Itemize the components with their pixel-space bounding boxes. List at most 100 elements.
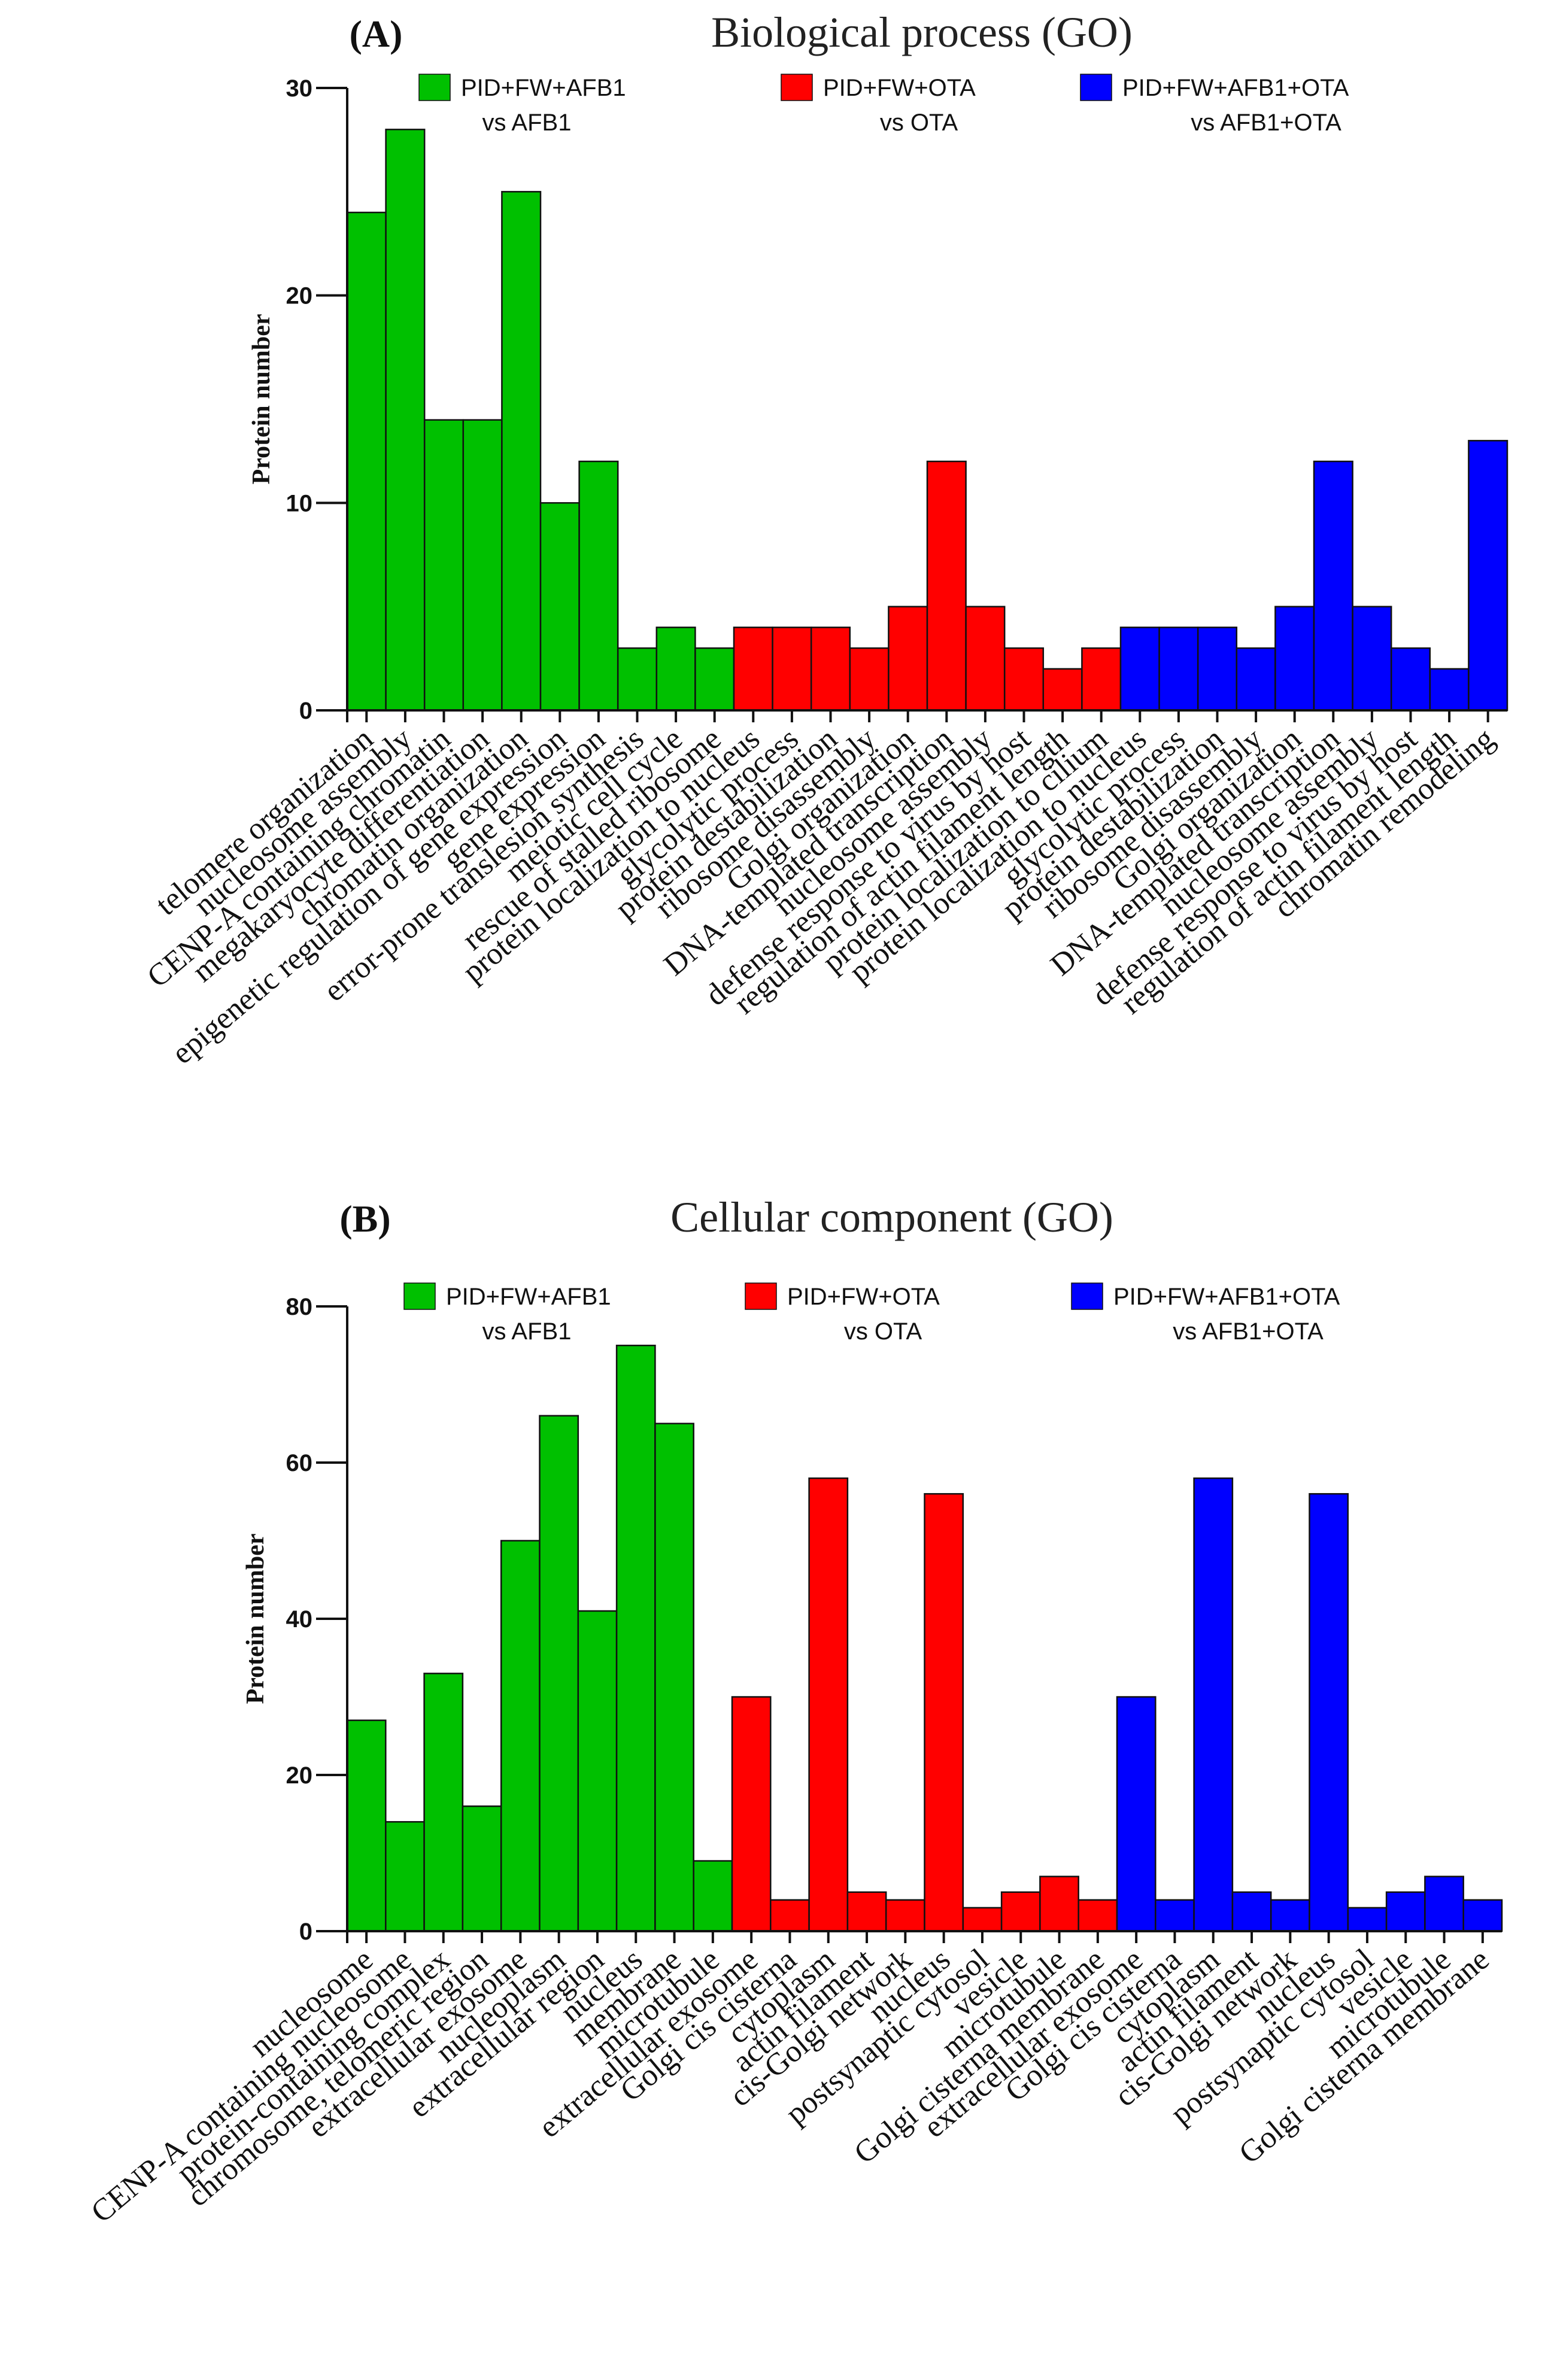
legend: PID+FW+AFB1 vs AFB1 PID+FW+OTA vs OTA PID+FW… [418, 74, 1349, 136]
legend-swatch [781, 74, 813, 101]
bar [1119, 627, 1160, 712]
bar [423, 1673, 464, 1932]
bar [385, 129, 426, 712]
y-tick-label: 10 [286, 490, 313, 516]
bar [539, 502, 580, 712]
bar [617, 647, 658, 712]
bar [1390, 647, 1431, 712]
legend-swatch [418, 74, 451, 101]
bar [1155, 1899, 1195, 1932]
bar [1158, 627, 1199, 712]
bar [808, 1477, 849, 1932]
bar [1274, 606, 1315, 712]
bar [423, 419, 465, 712]
legend-sublabel: vs AFB1 [482, 110, 572, 136]
chart-panel-b: (B) Cellular component (GO) Protein number… [85, 1193, 1503, 2230]
bar [462, 1805, 502, 1932]
bar [1193, 1477, 1234, 1932]
legend-sublabel: vs OTA [880, 110, 958, 136]
bar [1347, 1907, 1388, 1932]
bars [346, 129, 1508, 712]
legend-label: PID+FW+AFB1+OTA [1122, 75, 1349, 101]
bar [578, 460, 619, 712]
legend-label: PID+FW+AFB1 [461, 75, 626, 101]
chart-title: Biological process (GO) [711, 8, 1133, 56]
bar [1309, 1493, 1349, 1932]
bar [1270, 1899, 1310, 1932]
panel-label: (A) [350, 13, 403, 55]
bar [849, 647, 890, 712]
legend-swatch [1071, 1282, 1103, 1310]
y-tick-label: 60 [286, 1450, 313, 1476]
bar [346, 1719, 387, 1932]
bars [346, 1345, 1503, 1932]
y-tick-label: 20 [286, 1762, 313, 1789]
bar [1352, 606, 1392, 712]
legend-label: PID+FW+AFB1 [446, 1284, 611, 1310]
panel-label: (B) [339, 1197, 390, 1240]
bar [1077, 1899, 1118, 1932]
legend-label: PID+FW+OTA [823, 75, 976, 101]
legend: PID+FW+AFB1 vs AFB1 PID+FW+OTA vs OTA PID+FW… [403, 1282, 1340, 1345]
bar [1039, 1876, 1079, 1932]
bar [924, 1493, 964, 1932]
chart-title: Cellular component (GO) [670, 1193, 1113, 1241]
bar [1385, 1891, 1426, 1932]
bar [846, 1891, 887, 1932]
y-tick-label: 30 [286, 75, 313, 102]
bar [1313, 460, 1353, 712]
bar [694, 647, 735, 712]
bar [577, 1610, 618, 1932]
bar [770, 1899, 810, 1932]
bar [962, 1907, 1003, 1932]
bar [501, 191, 542, 712]
legend-swatch [403, 1282, 436, 1310]
bar [500, 1540, 541, 1932]
legend-swatch [1080, 74, 1112, 101]
bar [693, 1860, 733, 1932]
bar [926, 460, 967, 712]
legend-sublabel: vs AFB1+OTA [1191, 110, 1341, 136]
bar [1197, 627, 1238, 712]
legend-label: PID+FW+AFB1+OTA [1113, 1284, 1340, 1310]
bar [733, 627, 773, 712]
bar [885, 1899, 925, 1932]
bar [1003, 647, 1045, 712]
bar [1081, 647, 1122, 712]
bar [772, 627, 812, 712]
y-axis-label: Protein number [248, 314, 275, 484]
legend-sublabel: vs OTA [844, 1318, 922, 1345]
bar [654, 1422, 694, 1932]
legend-swatch [745, 1282, 777, 1310]
bar [385, 1821, 425, 1932]
bar [965, 606, 1006, 712]
legend-label: PID+FW+OTA [787, 1284, 940, 1310]
bar [1462, 1899, 1503, 1932]
bar [1236, 647, 1276, 712]
bar [1116, 1696, 1157, 1932]
y-tick-label: 0 [299, 1919, 312, 1945]
bar [810, 627, 851, 712]
y-axis-label: Protein number [242, 1533, 269, 1704]
chart-panel-a: (A) Biological process (GO) Protein number… [141, 8, 1508, 1071]
bar [1231, 1891, 1272, 1932]
legend-sublabel: vs AFB1 [482, 1318, 572, 1345]
bar [1468, 440, 1508, 712]
bar [1042, 668, 1083, 712]
bar [615, 1345, 656, 1932]
bar [1424, 1876, 1464, 1932]
bar [539, 1415, 579, 1932]
bar [888, 606, 928, 712]
bar [1000, 1891, 1041, 1932]
bar [1429, 668, 1470, 712]
y-tick-label: 80 [286, 1294, 313, 1320]
y-tick-label: 40 [286, 1606, 313, 1633]
bar [462, 419, 503, 712]
bar [731, 1696, 772, 1932]
y-tick-label: 20 [286, 283, 313, 309]
y-tick-label: 0 [299, 698, 312, 724]
bar [346, 211, 387, 712]
legend-sublabel: vs AFB1+OTA [1173, 1318, 1324, 1345]
bar [655, 627, 696, 712]
